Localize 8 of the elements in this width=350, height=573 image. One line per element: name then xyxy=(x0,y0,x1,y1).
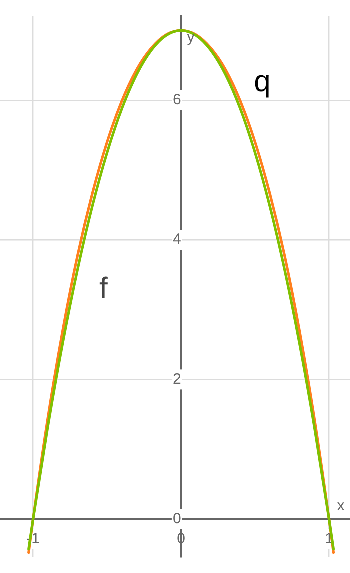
series-label: f xyxy=(100,272,109,306)
y-tick-label: 4 xyxy=(172,231,182,248)
y-tick-label: 6 xyxy=(172,92,182,109)
y-axis-title: y xyxy=(187,29,196,46)
series-label: q xyxy=(254,65,271,98)
x-axis-title: x xyxy=(337,497,346,514)
y-tick-label: 2 xyxy=(172,370,182,388)
y-tick-label: 0 xyxy=(172,510,182,528)
